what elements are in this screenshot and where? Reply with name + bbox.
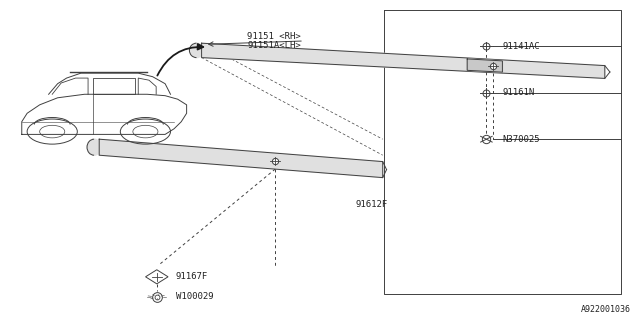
- Ellipse shape: [87, 139, 101, 155]
- Text: 91167F: 91167F: [176, 272, 208, 281]
- Text: 91612F: 91612F: [355, 200, 387, 209]
- Polygon shape: [467, 59, 502, 72]
- Text: 91151 <RH>: 91151 <RH>: [247, 32, 301, 41]
- Text: 91151A<LH>: 91151A<LH>: [247, 41, 301, 50]
- Text: W100029: W100029: [176, 292, 214, 301]
- Text: N370025: N370025: [502, 135, 540, 144]
- Text: 91161N: 91161N: [502, 88, 534, 97]
- Polygon shape: [99, 139, 383, 178]
- Text: A922001036: A922001036: [580, 305, 630, 314]
- Text: 91141AC: 91141AC: [502, 42, 540, 51]
- Ellipse shape: [189, 43, 204, 58]
- FancyArrowPatch shape: [157, 44, 204, 76]
- Polygon shape: [145, 270, 168, 284]
- Polygon shape: [202, 43, 605, 78]
